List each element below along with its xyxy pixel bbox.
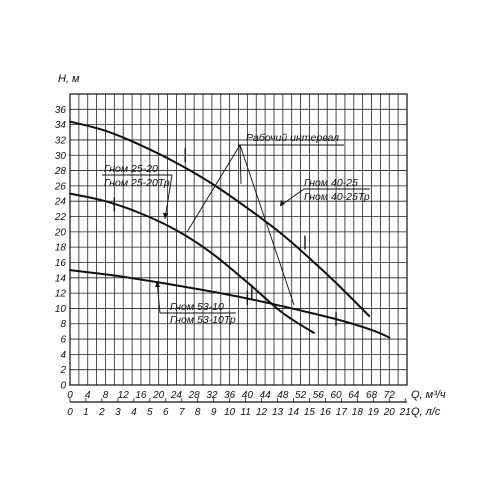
series-line-gnom-40-25 xyxy=(69,120,371,318)
y-axis-title: Н, м xyxy=(58,73,80,85)
annotation-leader-line xyxy=(239,144,242,185)
x2-tick-label: 20 xyxy=(383,407,396,418)
x-tick-label: 20 xyxy=(152,390,165,401)
x-tick-label: 12 xyxy=(118,390,130,401)
y-tick-label: 2 xyxy=(59,365,66,376)
x2-tick-label: 15 xyxy=(304,407,316,418)
x2-tick-label: 18 xyxy=(352,407,364,418)
y-tick-label: 34 xyxy=(55,120,67,131)
x-tick-label: 64 xyxy=(348,390,360,401)
x2-tick-label: 8 xyxy=(195,407,201,418)
series-label-gnom-53-10: Гном 53-10 xyxy=(170,301,224,313)
x2-tick-label: 17 xyxy=(336,407,348,418)
y-tick-label: 20 xyxy=(54,227,67,238)
x2-tick-label: 11 xyxy=(240,407,250,418)
series-label-gnom-40-25tr: Гном 40-25Тр xyxy=(304,191,370,203)
x-tick-label: 48 xyxy=(277,390,289,401)
series-line-gnom-25-20 xyxy=(69,192,315,334)
x-tick-label: 56 xyxy=(313,390,325,401)
x2-tick-label: 21 xyxy=(399,407,411,418)
x-axis-title: Q, м³/ч xyxy=(411,389,446,401)
x2-tick-label: 9 xyxy=(211,407,217,418)
y-tick-label: 10 xyxy=(55,304,67,315)
plot-frame xyxy=(69,93,408,386)
y-tick-label: 14 xyxy=(55,273,67,284)
x2-tick-label: 14 xyxy=(288,407,300,418)
x2-tick-label: 13 xyxy=(272,407,284,418)
x2-tick-label: 7 xyxy=(179,407,185,418)
x2-tick-label: 12 xyxy=(256,407,268,418)
x2-tick-label: 10 xyxy=(224,407,236,418)
leader-arrowhead xyxy=(280,200,285,206)
y-tick-label: 18 xyxy=(55,243,67,254)
series-label-gnom-25-20: Гном 25-20 xyxy=(104,163,158,175)
annotation-working-interval: Рабочий интервал xyxy=(246,132,339,144)
y-tick-label: 0 xyxy=(60,381,66,392)
y-tick-label: 24 xyxy=(54,197,67,208)
x-tick-label: 24 xyxy=(170,390,183,401)
x-tick-label: 32 xyxy=(206,390,218,401)
leader-arrowhead xyxy=(155,281,160,287)
y-tick-label: 30 xyxy=(55,151,67,162)
x2-tick-label: 2 xyxy=(98,407,105,418)
y-tick-label: 28 xyxy=(54,166,67,177)
annotation-leader-line xyxy=(186,144,241,233)
x2-tick-label: 0 xyxy=(67,407,73,418)
y-tick-label: 6 xyxy=(60,335,66,346)
x-tick-label: 8 xyxy=(103,390,109,401)
x-tick-label: 0 xyxy=(67,390,73,401)
x2-axis-title: Q, л/с xyxy=(411,406,441,418)
leader-arrowhead xyxy=(163,213,168,219)
series-label-gnom-53-10tr: Гном 53-10Тр xyxy=(170,314,236,326)
y-tick-label: 8 xyxy=(60,319,66,330)
x2-tick-label: 6 xyxy=(163,407,169,418)
x-tick-label: 16 xyxy=(135,390,147,401)
x-tick-label: 72 xyxy=(384,390,396,401)
x-tick-label: 52 xyxy=(295,390,307,401)
x2-tick-label: 4 xyxy=(131,407,137,418)
x2-tick-label: 3 xyxy=(115,407,121,418)
x-tick-label: 28 xyxy=(188,390,201,401)
x-tick-label: 40 xyxy=(242,390,254,401)
series-label-leader xyxy=(164,174,173,220)
y-tick-label: 32 xyxy=(55,135,67,146)
y-tick-label: 4 xyxy=(60,350,66,361)
x-tick-label: 4 xyxy=(85,390,91,401)
x2-tick-label: 16 xyxy=(320,407,332,418)
y-tick-label: 36 xyxy=(55,105,67,116)
series-label-gnom-25-20tr: Гном 25-20Тр xyxy=(104,177,170,189)
x-tick-label: 44 xyxy=(260,390,272,401)
x2-tick-label: 1 xyxy=(83,407,89,418)
x-tick-label: 68 xyxy=(366,390,378,401)
annotation-leader-line xyxy=(239,144,295,306)
x-tick-label: 36 xyxy=(224,390,236,401)
x2-tick-label: 19 xyxy=(368,407,380,418)
y-tick-label: 16 xyxy=(55,258,67,269)
x2-tick-label: 5 xyxy=(147,407,153,418)
y-tick-label: 12 xyxy=(55,289,67,300)
series-label-gnom-40-25: Гном 40-25 xyxy=(304,177,358,189)
x-tick-label: 60 xyxy=(330,390,342,401)
y-tick-label: 22 xyxy=(54,212,67,223)
y-tick-label: 26 xyxy=(54,181,67,192)
